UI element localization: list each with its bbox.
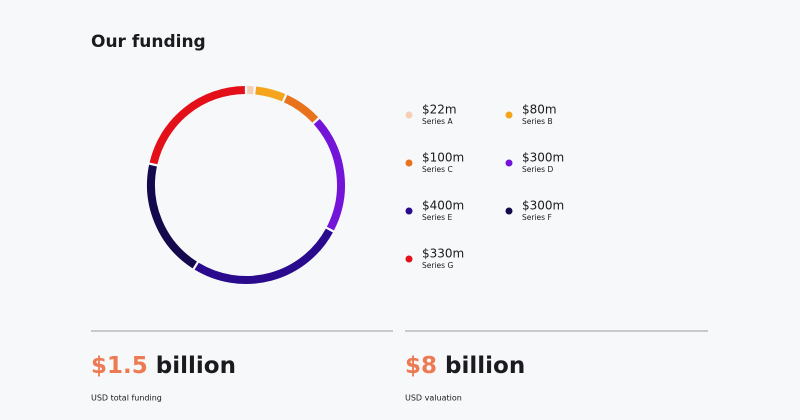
legend-label: Series F bbox=[522, 213, 552, 222]
stat-value: $1.5 billion bbox=[91, 353, 236, 379]
donut-segment bbox=[149, 86, 245, 165]
stat-unit: billion bbox=[156, 353, 236, 379]
donut-segment bbox=[194, 228, 333, 284]
donut-segment bbox=[147, 164, 197, 269]
stat-label: USD valuation bbox=[405, 394, 462, 403]
legend-dot bbox=[505, 207, 513, 215]
legend-value: $400m bbox=[422, 199, 464, 213]
legend-value: $100m bbox=[422, 151, 464, 165]
legend-value: $80m bbox=[522, 103, 557, 117]
legend-value: $330m bbox=[422, 247, 464, 261]
legend-value: $300m bbox=[522, 199, 564, 213]
legend-value: $22m bbox=[422, 103, 457, 117]
legend-label: Series G bbox=[422, 261, 453, 270]
legend-label: Series C bbox=[422, 165, 453, 174]
legend-dot bbox=[405, 207, 413, 215]
stat-unit: billion bbox=[445, 353, 525, 379]
legend-dot bbox=[405, 255, 413, 263]
legend-dot bbox=[405, 111, 413, 119]
stat-number: $8 bbox=[405, 353, 437, 379]
stat-label: USD total funding bbox=[91, 394, 162, 403]
legend-label: Series E bbox=[422, 213, 452, 222]
legend-label: Series A bbox=[422, 117, 453, 126]
legend-value: $300m bbox=[522, 151, 564, 165]
donut-segment bbox=[255, 86, 286, 102]
legend-dot bbox=[505, 111, 513, 119]
legend-dot bbox=[505, 159, 513, 167]
title: Our funding bbox=[91, 32, 206, 52]
stat-value: $8 billion bbox=[405, 353, 525, 379]
donut-segment bbox=[283, 95, 319, 123]
stat-number: $1.5 bbox=[91, 353, 148, 379]
legend-label: Series B bbox=[522, 117, 553, 126]
donut-segment bbox=[313, 118, 345, 231]
legend-dot bbox=[405, 159, 413, 167]
legend-label: Series D bbox=[522, 165, 553, 174]
